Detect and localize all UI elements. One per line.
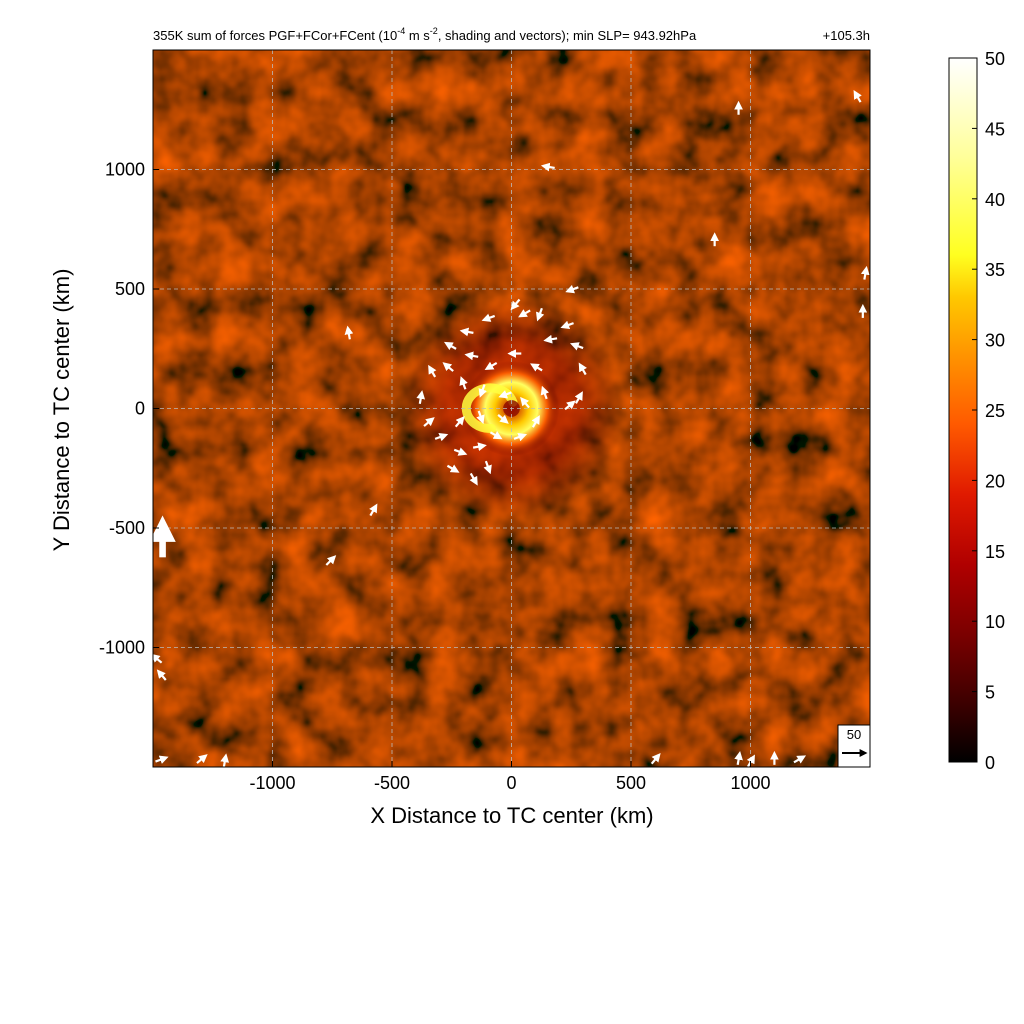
force-vector [565,284,579,294]
force-vector [416,390,426,405]
force-vector [574,391,583,404]
colorbar: 0 5 10 15 20 25 30 35 40 45 50 [948,49,1005,773]
force-vector [530,363,543,372]
force-vector [459,376,468,390]
colorbar-tick-label: 30 [985,331,1005,351]
y-tick-label: -500 [109,518,145,538]
y-tick-label: 0 [135,399,145,419]
force-vector [434,432,449,442]
force-vector [153,653,163,664]
force-vector [443,341,457,351]
force-vector [650,752,661,765]
force-vector [518,309,531,318]
force-vector [570,342,584,351]
force-vector [513,432,528,442]
force-vector [478,384,487,398]
chart-title: 355K sum of forces PGF+FCor+FCent (10-4 … [153,26,697,43]
grid-lines [153,50,870,767]
colorbar-tick-label: 15 [985,542,1005,562]
force-vector [446,464,460,473]
y-tick-label: 1000 [105,160,145,180]
x-tick-label: 500 [616,773,646,793]
force-vector [156,669,167,681]
force-vector [483,460,492,475]
x-tick-label: 0 [506,773,516,793]
force-vector [489,431,503,440]
force-vector [510,298,521,311]
force-vector [464,351,479,361]
force-vector [484,361,498,370]
force-vector [560,320,574,330]
force-vector [497,414,509,424]
force-vector [793,755,807,764]
colorbar-tick-label: 20 [985,471,1005,491]
force-vector [196,754,208,764]
y-tick-label: -1000 [99,638,145,658]
force-vector [520,396,530,409]
force-vector [734,751,743,765]
force-vector [543,334,558,344]
force-vector [564,400,576,411]
colorbar-tick-label: 35 [985,260,1005,280]
force-vector [481,313,496,322]
force-vector [540,162,555,172]
force-vector [423,417,435,427]
y-axis-label: Y Distance to TC center (km) [49,269,74,552]
force-vector [535,307,545,322]
force-vector [531,415,540,428]
x-axis-label: X Distance to TC center (km) [370,803,653,828]
force-vector [853,90,862,103]
force-vector [369,503,378,517]
colorbar-tick-label: 50 [985,49,1005,69]
force-vector [578,362,587,376]
reference-vector-box [837,724,871,768]
reference-vector-label: 50 [847,727,861,742]
plot-area [153,50,870,767]
force-vector [442,362,454,372]
force-vector [472,442,487,452]
colorbar-tick-label: 10 [985,612,1005,632]
forecast-time-label: +105.3h [823,28,870,43]
x-tick-label: 1000 [730,773,770,793]
force-vector [220,753,230,767]
x-tick-label: -500 [374,773,410,793]
colorbar-ticks: 0 5 10 15 20 25 30 35 40 45 50 [972,49,1005,773]
force-vector [459,327,474,337]
force-vector [155,755,169,764]
force-vector [325,555,337,566]
colorbar-tick-label: 25 [985,401,1005,421]
colorbar-tick-label: 0 [985,753,995,773]
force-vector [498,390,512,399]
force-vector [428,364,437,378]
x-axis: -1000 -500 0 500 1000 [249,761,771,793]
force-vector [860,265,870,280]
y-tick-label: 500 [115,279,145,299]
x-tick-label: -1000 [249,773,295,793]
force-vector [540,385,550,400]
force-vector [469,472,478,486]
y-axis: -1000 -500 0 500 1000 [99,160,159,658]
force-vector [476,410,485,425]
force-vector [453,447,468,456]
force-vector [344,325,354,340]
colorbar-tick-label: 45 [985,119,1005,139]
colorbar-tick-label: 40 [985,190,1005,210]
force-vector [454,415,465,428]
colorbar-tick-label: 5 [985,683,995,703]
reference-vector: 50 [837,724,871,768]
